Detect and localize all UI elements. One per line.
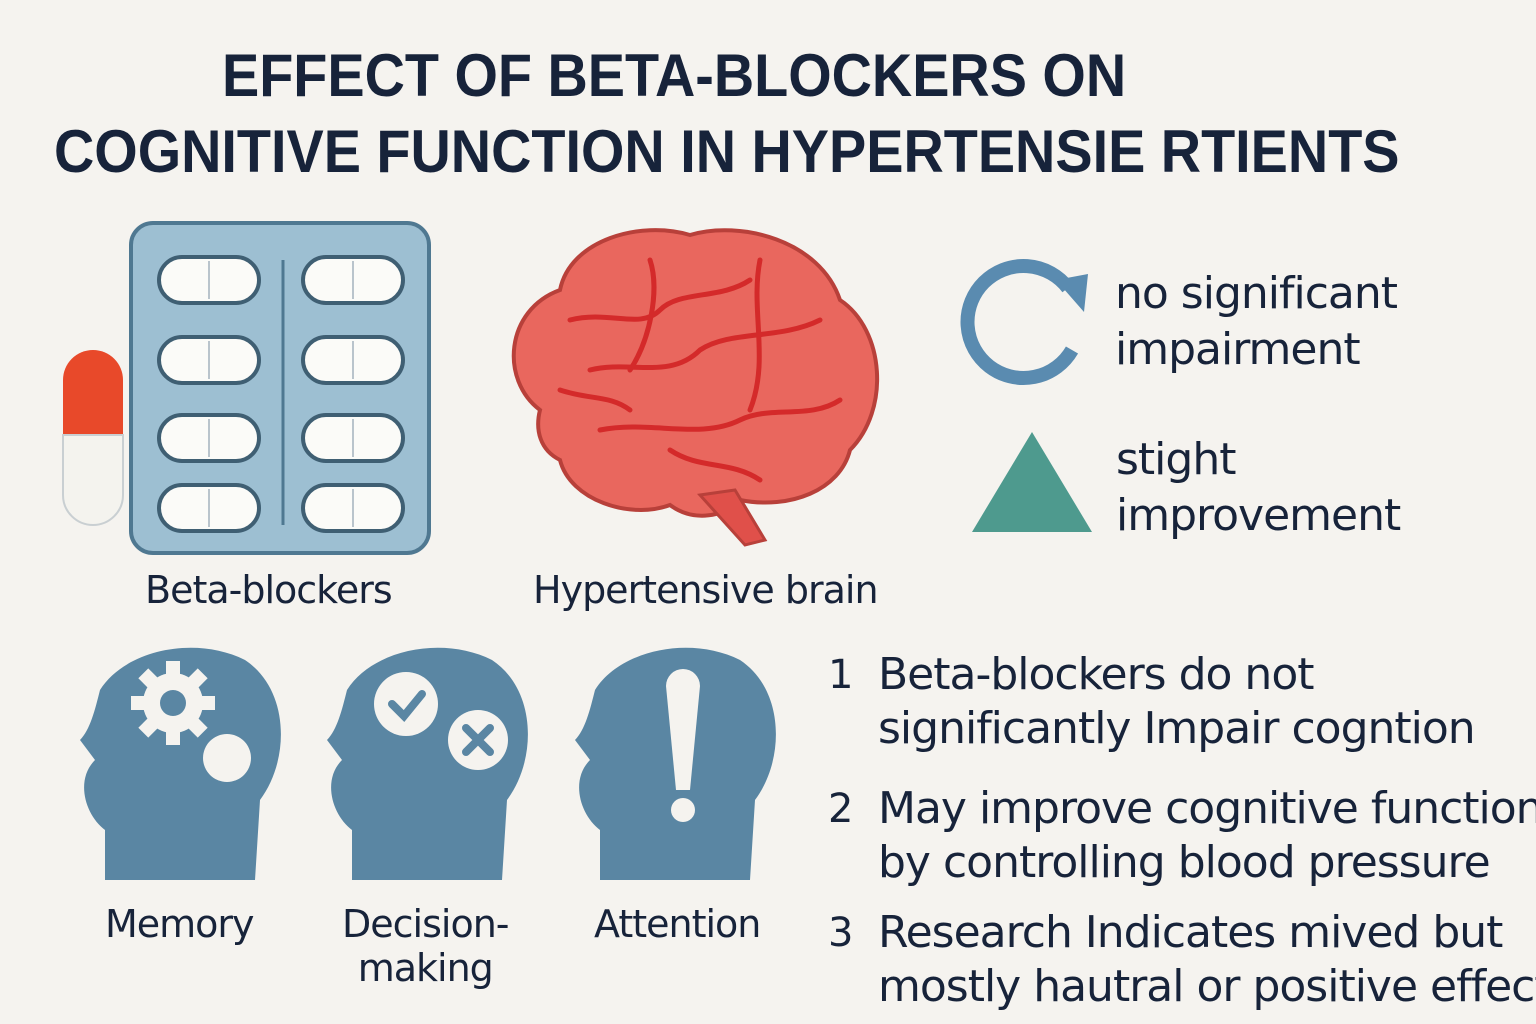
brain-icon — [511, 228, 880, 547]
point-text: May improve cognitive function — [878, 783, 1536, 834]
legend-text: no significant — [1115, 268, 1398, 319]
memory-label: Memory — [105, 902, 255, 946]
head-gear-icon — [80, 647, 281, 880]
triangle-icon — [972, 432, 1092, 532]
point-text: by controlling blood pressure — [878, 837, 1491, 888]
beta-blockers-label: Beta-blockers — [145, 568, 393, 612]
title-line-2: COGNITIVE FUNCTION IN HYPERTENSIE RTIENT… — [54, 118, 1400, 185]
decision-making-label: Decision- making — [342, 902, 509, 990]
label-line: Decision- — [342, 902, 509, 946]
legend-text: improvement — [1116, 490, 1401, 541]
legend-no-impairment: no significant impairment — [1115, 266, 1398, 378]
head-check-cross-icon — [327, 647, 528, 880]
label-line: making — [357, 946, 494, 990]
point-text: Beta-blockers do not — [878, 649, 1314, 700]
point-text: Research Indicates mived but — [878, 907, 1503, 958]
point-number: 3 — [828, 910, 854, 956]
head-exclamation-icon — [575, 647, 776, 880]
capsule-icon — [62, 350, 124, 526]
point-text: mostly hautral or positive effects — [878, 961, 1536, 1012]
hypertensive-brain-label: Hypertensive brain — [533, 568, 879, 612]
legend-text: stight — [1116, 434, 1236, 485]
title-line-1: EFFECT OF BETA-BLOCKERS ON — [222, 42, 1127, 109]
legend-text: impairment — [1115, 324, 1361, 375]
legend-slight-improvement: stight improvement — [1116, 432, 1401, 544]
point-text: significantly Impair cogntion — [878, 703, 1476, 754]
point-number: 2 — [828, 786, 854, 832]
blister-pack-icon — [62, 221, 431, 555]
attention-label: Attention — [594, 902, 761, 946]
circular-arrow-icon — [960, 259, 1088, 385]
point-number: 1 — [828, 652, 854, 698]
